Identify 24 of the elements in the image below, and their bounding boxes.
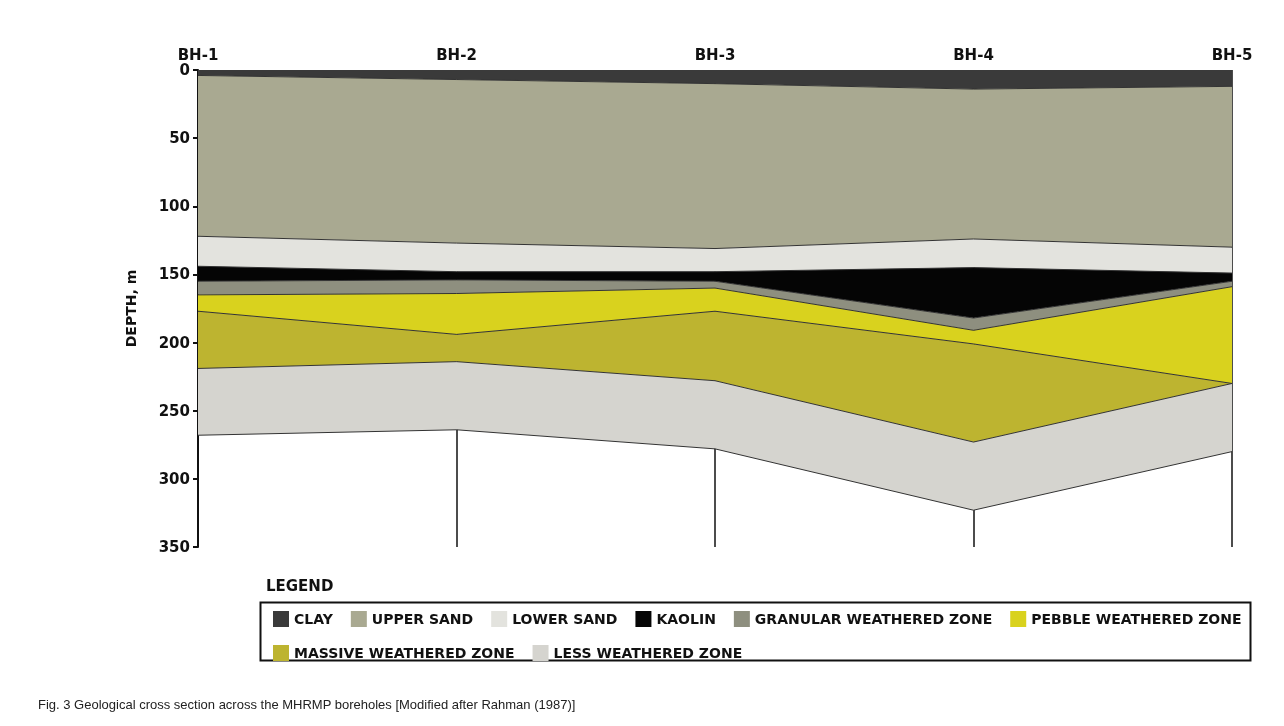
- legend-label: CLAY: [294, 611, 334, 627]
- legend-label: UPPER SAND: [371, 611, 474, 627]
- legend-label: GRANULAR WEATHERED ZONE: [754, 611, 993, 627]
- x-tick-label: BH-1: [177, 45, 219, 64]
- legend-label: PEBBLE WEATHERED ZONE: [1031, 611, 1242, 627]
- caption: Fig. 3 Geological cross section across the MHRMP boreholes [Modified after Rahman (1987)]: [38, 697, 576, 712]
- y-tick-label: 0: [179, 61, 190, 79]
- x-tick-label: BH-3: [694, 45, 736, 64]
- legend-label: MASSIVE WEATHERED ZONE: [294, 645, 515, 661]
- legend-label: LOWER SAND: [512, 611, 618, 627]
- x-tick-label: BH-4: [953, 45, 994, 64]
- y-tick-label: 150: [158, 265, 190, 284]
- y-tick-label: 250: [158, 401, 190, 420]
- y-axis-title: DEPTH, m: [123, 269, 139, 348]
- legend-label: KAOLIN: [656, 611, 716, 627]
- y-tick-label: 300: [158, 469, 190, 488]
- y-tick-label: 100: [158, 197, 190, 216]
- y-tick-label: 350: [158, 538, 190, 556]
- y-tick-label: 50: [169, 129, 190, 148]
- y-tick-label: 200: [158, 333, 190, 352]
- legend-title: LEGEND: [266, 576, 334, 595]
- x-tick-label: BH-2: [436, 45, 477, 64]
- x-tick-label: BH-5: [1211, 45, 1253, 64]
- legend-label: LESS WEATHERED ZONE: [553, 645, 743, 661]
